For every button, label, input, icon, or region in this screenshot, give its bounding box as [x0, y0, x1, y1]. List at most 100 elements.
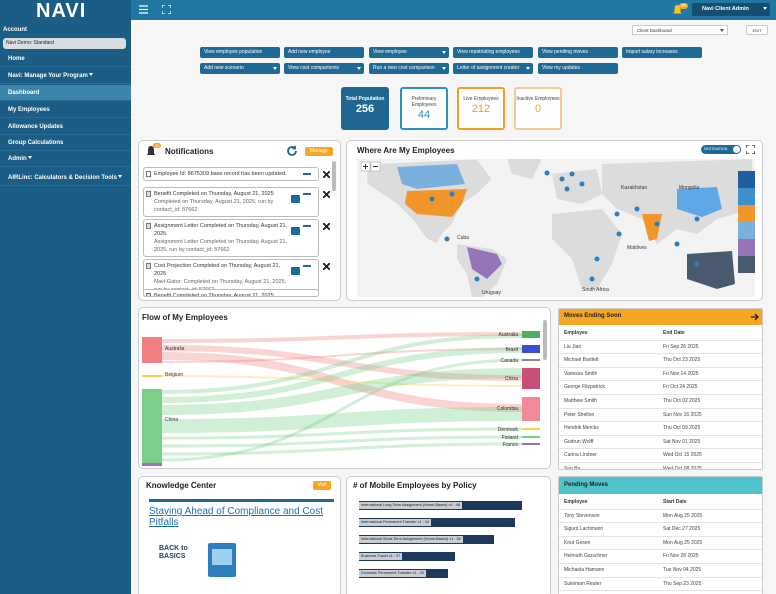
scrollbar[interactable]: [543, 320, 547, 360]
stat-label: Preliminary Employees: [411, 96, 437, 108]
toolbar-button[interactable]: View pending moves: [538, 47, 618, 58]
user-menu[interactable]: Navi Client Admin: [692, 3, 770, 16]
bar[interactable]: Domestic Permanent Transfer v1 : 25: [359, 569, 448, 578]
table-row[interactable]: Tony Stevenson Mon Aug 25 2025: [559, 510, 762, 524]
notification-icon: [146, 293, 151, 296]
scrollbar[interactable]: [332, 161, 336, 191]
button-text: Run a new cost comparison: [373, 65, 435, 71]
expand-icon[interactable]: [162, 5, 171, 14]
world-map[interactable]: Kazakhstan Mongolia Cuba Maldives Urugua…: [357, 159, 755, 297]
target-label: Canada: [500, 358, 518, 364]
table-row[interactable]: Helmuth Garschner Fri Nov 28 2025: [559, 550, 762, 564]
bar[interactable]: International Permanent Transfer v1 : 44: [359, 518, 515, 527]
table-row[interactable]: Michael Bartlett Thu Oct 23 2025: [559, 354, 762, 368]
table-row[interactable]: Matthew Smith Thu Oct 02 2025: [559, 395, 762, 409]
top-bar: 30 Navi Client Admin: [131, 0, 776, 20]
toolbar-button[interactable]: View employee population: [200, 47, 280, 58]
bar[interactable]: International Short-Term Assignment (Hom…: [359, 535, 494, 544]
flow-panel: Flow of My Employees: [138, 307, 551, 469]
bar-chart: International Long-Term Assignment (Home…: [359, 501, 539, 594]
notification-icon: [146, 171, 151, 177]
nav-item[interactable]: Group Calculations: [0, 135, 131, 151]
notification-title: Benefit Completed on Thursday, August 21…: [154, 191, 274, 197]
open-arrow[interactable]: [303, 173, 311, 175]
nav-item[interactable]: Navi: Manage Your Program: [0, 68, 131, 84]
dismiss-button[interactable]: [323, 263, 330, 270]
table-row[interactable]: Sun Bo Wed Oct 08 2025: [559, 463, 762, 469]
notification-title: Cost Projection Completed on Thursday, A…: [154, 263, 281, 277]
button-text: View repatriating employees: [457, 49, 520, 55]
sankey-diagram[interactable]: Australia Belgium China Australia Brazil Cana…: [140, 326, 540, 468]
article-link[interactable]: Staying Ahead of Compliance and Cost Pit…: [149, 506, 323, 528]
visit-button[interactable]: Visit: [313, 481, 331, 490]
dismiss-button[interactable]: [323, 171, 330, 178]
table-row[interactable]: Suleiman Reuter Thu Sep 23 2025: [559, 578, 762, 592]
bar[interactable]: Business Travel v1 : 27: [359, 552, 455, 561]
table-row[interactable]: Knut Gesen Mon Aug 25 2025: [559, 537, 762, 551]
notification-item: Benefit Completed on Thursday, August 21…: [143, 187, 330, 217]
toolbar-button[interactable]: Run a new cost comparison: [369, 63, 449, 74]
open-arrow[interactable]: [303, 193, 311, 195]
menu-icon[interactable]: [139, 5, 149, 14]
table-cell: Knut Gesen: [564, 539, 591, 546]
table-row[interactable]: Michaela Hamann Tue Nov 04 2025: [559, 564, 762, 578]
nav-item[interactable]: Allowance Updates: [0, 119, 131, 135]
table-row[interactable]: Sigurd Lachmann Sat Dec 27 2025: [559, 523, 762, 537]
download-button[interactable]: [291, 227, 300, 235]
table-row[interactable]: Gudrun Wolff Sat Nov 01 2025: [559, 436, 762, 450]
table-cell: Sat Dec 27 2025: [663, 526, 701, 533]
notifications-panel: 30 Notifications Manage Employee Id: 867…: [138, 140, 341, 301]
table-cell: Thu Sep 23 2025: [663, 580, 702, 587]
toolbar-button[interactable]: Import salary increases: [622, 47, 702, 58]
table-row[interactable]: Hendrik Mercks Thu Oct 09 2025: [559, 422, 762, 436]
table-row[interactable]: Vanessa Smith Fri Nov 14 2025: [559, 368, 762, 382]
toolbar-button[interactable]: Letter of assignment creator: [453, 63, 533, 74]
map-label: Cuba: [457, 235, 469, 241]
account-select-text: Navi Demo: Standard: [6, 40, 54, 46]
destination-toggle[interactable]: DESTINATION: [701, 145, 741, 154]
download-button[interactable]: [291, 267, 300, 275]
arrow-icon[interactable]: [751, 313, 759, 321]
open-arrow[interactable]: [303, 225, 311, 227]
stat-card[interactable]: Inactive Employees 0: [514, 87, 562, 130]
table-row[interactable]: Peter Shelton Sun Nov 16 2025: [559, 409, 762, 423]
table-cell: Sun Nov 16 2025: [663, 411, 702, 418]
sidebar: NAVI Account Navi Demo: Standard Home Nav…: [0, 0, 131, 594]
table-row[interactable]: George Fitzpatrick Fri Oct 24 2025: [559, 381, 762, 395]
dismiss-button[interactable]: [323, 223, 330, 230]
toolbar-button[interactable]: View repatriating employees: [453, 47, 533, 58]
dashboard-select[interactable]: Client Dashboard: [632, 25, 728, 35]
bar[interactable]: International Long-Term Assignment (Home…: [359, 501, 522, 510]
edit-button[interactable]: EDIT: [746, 25, 768, 35]
nav-item[interactable]: Home: [0, 51, 131, 67]
map-panel: Where Are My Employees DESTINATION Kazak…: [346, 140, 763, 301]
toolbar-button[interactable]: View my updates: [538, 63, 618, 74]
nav-item-text: Admin: [8, 156, 27, 162]
nav-item[interactable]: My Employees: [0, 102, 131, 118]
toolbar-button[interactable]: View employee: [369, 47, 449, 58]
download-button[interactable]: [291, 195, 300, 203]
manage-button[interactable]: Manage: [305, 147, 333, 156]
toolbar-button[interactable]: View cost comparisons: [284, 63, 364, 74]
dismiss-button[interactable]: [323, 191, 330, 198]
nav-item[interactable]: Admin: [0, 151, 131, 167]
refresh-icon[interactable]: [286, 145, 298, 157]
table-cell: Fri Nov 14 2025: [663, 370, 699, 377]
button-text: Add new scenario: [204, 65, 244, 71]
table-row[interactable]: Carina Lindner Wed Oct 15 2025: [559, 449, 762, 463]
article-image[interactable]: BACK to BASICS: [156, 541, 240, 579]
stat-card[interactable]: Total Population 256: [341, 87, 389, 130]
fullscreen-icon[interactable]: [746, 145, 755, 154]
logo[interactable]: NAVI: [36, 0, 87, 22]
nav-item[interactable]: Dashboard: [0, 85, 131, 101]
toolbar-button[interactable]: Add new scenario: [200, 63, 280, 74]
stat-card[interactable]: Preliminary Employees 44: [400, 87, 448, 130]
toolbar-button[interactable]: Add new employee: [284, 47, 364, 58]
nav-item[interactable]: AIRLinc: Calculators & Decision Tools: [0, 170, 131, 186]
notification-icon: [146, 263, 151, 269]
button-text: View employee: [373, 49, 407, 55]
account-select[interactable]: Navi Demo: Standard: [3, 38, 126, 49]
open-arrow[interactable]: [303, 265, 311, 267]
table-row[interactable]: Liu Jian Fri Sep 26 2025: [559, 341, 762, 355]
stat-card[interactable]: Live Employees 212: [457, 87, 505, 130]
